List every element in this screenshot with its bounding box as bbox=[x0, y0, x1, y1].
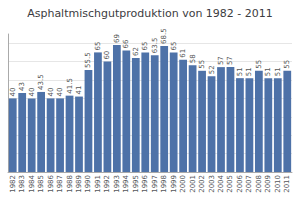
svg-text:1992: 1992 bbox=[103, 175, 111, 193]
svg-text:65: 65 bbox=[170, 41, 178, 50]
svg-text:2008: 2008 bbox=[255, 175, 263, 193]
svg-text:55: 55 bbox=[255, 60, 263, 69]
svg-text:57: 57 bbox=[217, 56, 225, 65]
svg-text:1993: 1993 bbox=[113, 175, 121, 193]
svg-text:1985: 1985 bbox=[37, 175, 45, 193]
svg-text:55: 55 bbox=[198, 60, 206, 69]
svg-text:2006: 2006 bbox=[236, 174, 244, 192]
svg-text:62: 62 bbox=[132, 47, 140, 56]
svg-text:51: 51 bbox=[274, 67, 282, 76]
svg-text:51: 51 bbox=[236, 67, 244, 76]
svg-text:2010: 2010 bbox=[274, 175, 282, 193]
svg-text:1999: 1999 bbox=[170, 175, 178, 193]
svg-text:1997: 1997 bbox=[151, 175, 159, 193]
svg-text:1990: 1990 bbox=[84, 175, 92, 193]
svg-text:66: 66 bbox=[122, 39, 130, 48]
svg-text:40: 40 bbox=[47, 87, 55, 96]
svg-text:40: 40 bbox=[56, 87, 64, 96]
svg-text:68.5: 68.5 bbox=[160, 28, 168, 44]
svg-text:51: 51 bbox=[264, 67, 272, 76]
svg-text:55.5: 55.5 bbox=[84, 52, 92, 68]
svg-text:1988: 1988 bbox=[66, 175, 74, 193]
svg-text:55: 55 bbox=[283, 60, 291, 69]
svg-text:40: 40 bbox=[28, 87, 36, 96]
svg-text:1984: 1984 bbox=[28, 174, 36, 192]
svg-text:Asphaltmischgutproduktion von: Asphaltmischgutproduktion von 1982 - 201… bbox=[27, 7, 273, 20]
svg-text:57: 57 bbox=[226, 56, 234, 65]
svg-text:2009: 2009 bbox=[264, 175, 272, 193]
svg-text:1986: 1986 bbox=[47, 174, 55, 192]
svg-text:61: 61 bbox=[179, 49, 187, 58]
svg-text:2000: 2000 bbox=[179, 175, 187, 193]
svg-text:1995: 1995 bbox=[132, 175, 140, 193]
svg-text:2001: 2001 bbox=[189, 175, 197, 193]
svg-text:1989: 1989 bbox=[75, 175, 83, 193]
svg-text:41.5: 41.5 bbox=[66, 78, 74, 94]
svg-text:65: 65 bbox=[94, 41, 102, 50]
svg-text:60: 60 bbox=[103, 51, 111, 60]
svg-text:52: 52 bbox=[208, 65, 216, 74]
svg-text:2004: 2004 bbox=[217, 174, 225, 192]
svg-text:58: 58 bbox=[189, 54, 197, 63]
svg-text:41: 41 bbox=[75, 86, 83, 95]
svg-text:1982: 1982 bbox=[9, 175, 17, 193]
svg-text:1998: 1998 bbox=[160, 175, 168, 193]
svg-text:2002: 2002 bbox=[198, 175, 206, 193]
svg-text:1994: 1994 bbox=[122, 174, 130, 192]
svg-text:65: 65 bbox=[141, 41, 149, 50]
svg-text:43.5: 43.5 bbox=[37, 74, 45, 90]
svg-text:1983: 1983 bbox=[18, 175, 26, 193]
svg-text:1987: 1987 bbox=[56, 175, 64, 193]
svg-text:2007: 2007 bbox=[245, 175, 253, 193]
svg-text:1991: 1991 bbox=[94, 175, 102, 193]
svg-text:51: 51 bbox=[245, 67, 253, 76]
svg-text:2005: 2005 bbox=[226, 175, 234, 193]
svg-text:63.5: 63.5 bbox=[151, 38, 159, 54]
svg-text:2003: 2003 bbox=[208, 175, 216, 193]
svg-text:43: 43 bbox=[18, 82, 26, 91]
svg-text:2011: 2011 bbox=[283, 175, 291, 193]
svg-text:69: 69 bbox=[113, 34, 121, 43]
svg-text:40: 40 bbox=[9, 87, 17, 96]
svg-text:1996: 1996 bbox=[141, 174, 149, 192]
